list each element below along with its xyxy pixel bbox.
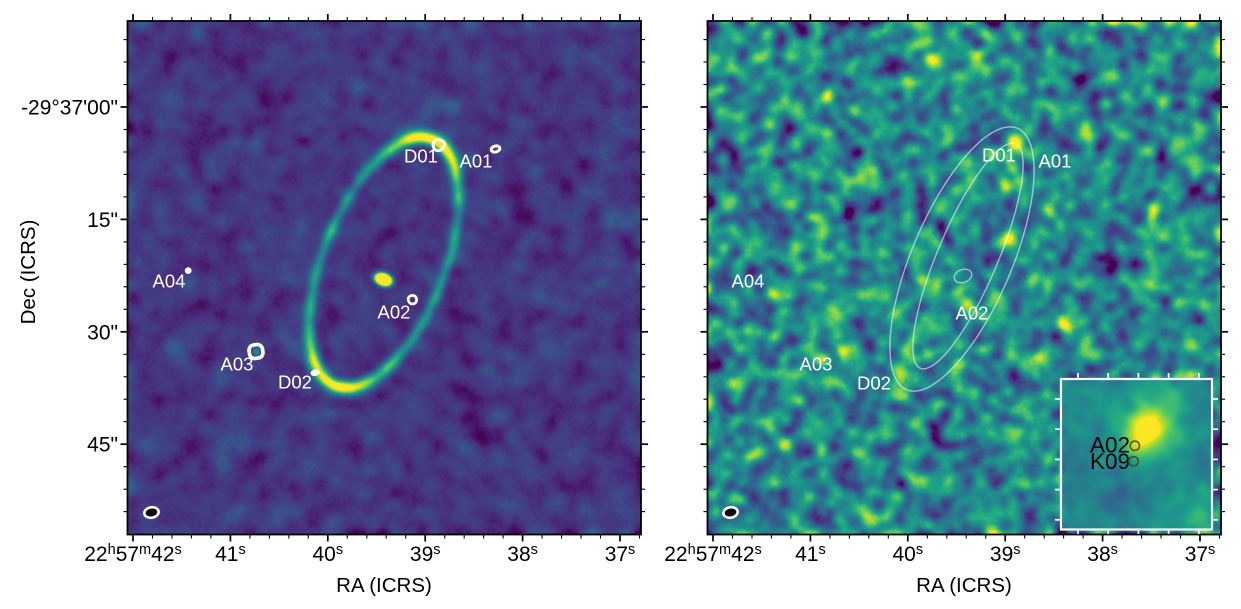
svg-text:RA (ICRS): RA (ICRS) (916, 574, 1012, 597)
svg-text:Dec (ICRS): Dec (ICRS) (17, 220, 40, 325)
svg-text:A01: A01 (460, 151, 493, 172)
svg-text:40s: 40s (892, 542, 923, 566)
svg-text:A02: A02 (1090, 433, 1130, 458)
svg-text:15": 15" (87, 209, 118, 232)
svg-text:RA (ICRS): RA (ICRS) (336, 574, 432, 597)
svg-text:22h57m42s: 22h57m42s (664, 542, 762, 566)
svg-text:A02: A02 (956, 303, 989, 324)
svg-text:-29°37'00": -29°37'00" (21, 97, 118, 120)
svg-text:D01: D01 (982, 145, 1016, 166)
svg-text:A03: A03 (221, 354, 254, 375)
svg-text:38s: 38s (1087, 542, 1118, 566)
svg-text:D01: D01 (404, 146, 438, 167)
svg-text:A01: A01 (1039, 151, 1072, 172)
svg-text:D02: D02 (857, 373, 891, 394)
svg-text:A03: A03 (800, 354, 833, 375)
svg-text:A04: A04 (153, 271, 186, 292)
svg-text:A04: A04 (732, 271, 765, 292)
svg-text:D02: D02 (278, 372, 312, 393)
svg-text:45": 45" (87, 434, 118, 457)
svg-text:A02: A02 (378, 302, 411, 323)
svg-text:22h57m42s: 22h57m42s (84, 542, 182, 566)
svg-text:30": 30" (87, 321, 118, 344)
svg-text:K09: K09 (1090, 449, 1130, 474)
